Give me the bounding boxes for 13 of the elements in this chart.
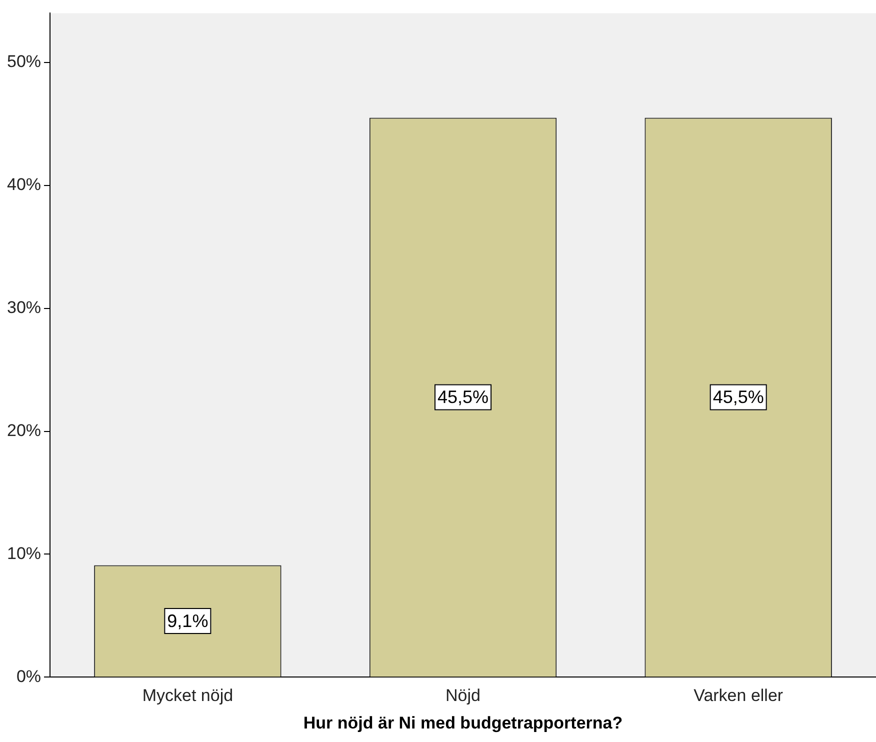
data-label: 9,1% [167,610,208,631]
y-tick-label: 50% [6,52,42,72]
y-tick-label: 10% [6,544,42,563]
y-tick-label: 30% [6,298,42,317]
x-tick-label: Nöjd [446,686,480,706]
x-axis-title: Hur nöjd är Ni med budgetrapporterna? [303,713,623,732]
data-label: 45,5% [437,387,489,408]
x-tick-label: Varken eller [694,686,784,706]
y-tick-label: 0% [16,666,42,686]
data-label: 45,5% [712,387,764,408]
x-tick-label: Mycket nöjd [142,686,234,706]
y-tick-label: 20% [6,420,42,440]
y-tick-label: 40% [6,175,42,194]
